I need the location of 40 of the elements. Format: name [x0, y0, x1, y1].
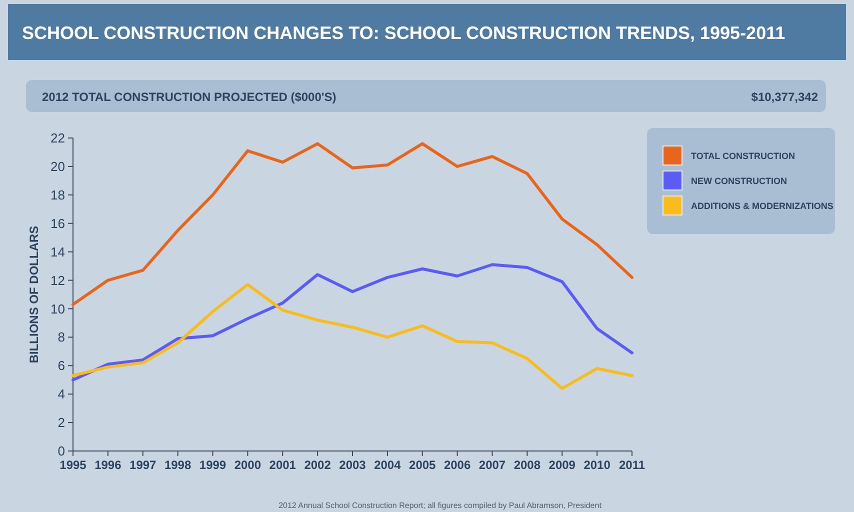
text: $10,377,342 — [751, 90, 818, 104]
chart-title: SCHOOL CONSTRUCTION CHANGES TO: SCHOOL CONSTRUCTION TRENDS, 1995-2011 — [22, 23, 786, 43]
y-tick-label: 16 — [50, 216, 65, 231]
legend-label: ADDITIONS & MODERNIZATIONS — [691, 201, 834, 212]
line-series — [72, 263, 634, 382]
x-tick-label: 2002 — [304, 458, 332, 472]
x-tick-label: 1998 — [164, 458, 192, 472]
x-tick-label: 2010 — [584, 458, 611, 472]
y-tick-label: 10 — [50, 301, 65, 316]
y-axis-title: BILLIONS OF DOLLARS — [27, 226, 41, 364]
x-tick-label: 1996 — [94, 458, 122, 472]
x-tick-label: 2009 — [548, 458, 576, 472]
x-tick-label: 2007 — [478, 458, 506, 472]
x-tick-label: 1999 — [199, 458, 226, 472]
legend-label: NEW CONSTRUCTION — [691, 176, 787, 186]
y-tick-label: 2 — [58, 415, 65, 430]
line-series — [72, 142, 634, 306]
x-tick-label: 1995 — [60, 458, 87, 472]
x-tick-label: 2011 — [618, 458, 646, 472]
x-tick-label: 2003 — [339, 458, 366, 472]
text: 2012 Annual School Construction Report; all figures compiled by Paul Abramson, President — [278, 501, 602, 510]
chart-subtitle: 2012 TOTAL CONSTRUCTION PROJECTED ($000'S) — [42, 90, 336, 104]
y-tick-label: 14 — [50, 244, 65, 260]
y-tick-label: 4 — [58, 386, 65, 402]
y-tick-label: 22 — [50, 130, 65, 146]
x-tick-label: 2004 — [374, 458, 402, 472]
y-tick-label: 8 — [58, 330, 65, 345]
x-tick-label: 2005 — [409, 458, 436, 472]
x-tick-label: 1997 — [130, 458, 157, 472]
y-tick-label: 0 — [58, 444, 65, 459]
line-series — [72, 283, 634, 390]
legend-label: TOTAL CONSTRUCTION — [691, 151, 795, 162]
x-tick-label: 2008 — [514, 458, 541, 472]
y-tick-label: 6 — [58, 358, 65, 374]
x-tick-label: 2006 — [444, 458, 471, 472]
y-tick-label: 20 — [50, 159, 65, 174]
x-tick-label: 2001 — [269, 458, 296, 472]
y-tick-label: 18 — [50, 187, 65, 202]
y-tick-label: 12 — [50, 272, 65, 288]
x-tick-label: 2000 — [234, 458, 262, 472]
